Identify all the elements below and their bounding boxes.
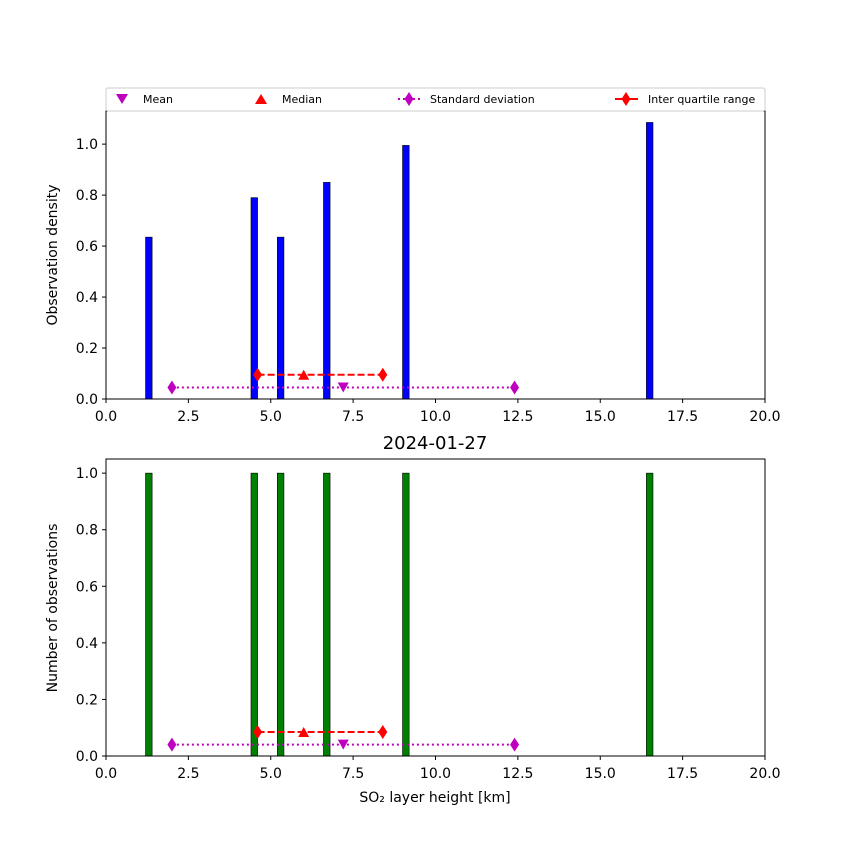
- density-ticks: 0.0 2.5 5.0 7.5 10.0 12.5 15.0 17.5 20.0 0.0 0.2 0.…: [76, 137, 781, 425]
- count-iqr-marker-0: [253, 724, 263, 739]
- density-x-tick-label-6: 15.0: [585, 409, 616, 425]
- count-x-tick-label-0: 0.0: [95, 766, 117, 782]
- count-y-tick-label-0: 0.0: [76, 749, 98, 765]
- std-marker-icon: [404, 92, 414, 106]
- count-x-tick-label-7: 17.5: [667, 766, 698, 782]
- count-y-tick-label-1: 0.2: [76, 692, 98, 708]
- count-bar-5: [646, 472, 654, 757]
- count-x-tick-label-6: 15.0: [585, 766, 616, 782]
- legend: Mean Median Standard deviation Inter qua…: [105, 87, 766, 112]
- count-x-tick-label-4: 10.0: [420, 766, 451, 782]
- density-x-tick-label-1: 2.5: [177, 409, 199, 425]
- density-mean-marker: [337, 382, 349, 393]
- count-panel: 2024-01-27 0.0 2.5 5.0 7.5 10.0 12.5 15.0 17.5 2…: [45, 433, 781, 806]
- count-y-axis-label: Number of observations: [45, 524, 61, 693]
- density-bar-1: [250, 197, 258, 400]
- legend-entry-median: Median: [255, 93, 322, 106]
- density-x-tick-label-8: 20.0: [749, 409, 780, 425]
- count-iqr-marker-1: [378, 724, 388, 739]
- count-std-marker-0: [167, 737, 177, 752]
- count-x-tick-label-2: 5.0: [260, 766, 282, 782]
- count-y-tick-label-2: 0.4: [76, 636, 98, 652]
- density-iqr-marker-1: [378, 367, 388, 382]
- density-bar-0: [145, 236, 153, 400]
- density-y-tick-label-3: 0.6: [76, 239, 98, 255]
- density-x-tick-label-7: 17.5: [667, 409, 698, 425]
- legend-frame: [105, 87, 766, 112]
- iqr-marker-icon: [621, 92, 631, 106]
- density-bar-3: [323, 182, 331, 400]
- count-std-marker-1: [510, 737, 520, 752]
- count-bar-4: [402, 472, 410, 757]
- mean-marker-icon: [116, 94, 128, 104]
- density-bar-5: [646, 122, 654, 400]
- legend-std-label: Standard deviation: [430, 93, 535, 106]
- count-panel-title: 2024-01-27: [383, 433, 488, 454]
- count-x-tick-label-5: 12.5: [502, 766, 533, 782]
- median-marker-icon: [255, 94, 267, 104]
- count-bar-0: [145, 472, 153, 757]
- density-y-tick-label-4: 0.8: [76, 188, 98, 204]
- density-bar-4: [402, 145, 410, 400]
- count-x-tick-label-1: 2.5: [177, 766, 199, 782]
- count-plot-area: [145, 472, 654, 757]
- count-y-tick-label-4: 0.8: [76, 523, 98, 539]
- legend-entry-std: Standard deviation: [398, 92, 535, 106]
- density-x-tick-label-4: 10.0: [420, 409, 451, 425]
- density-panel: 0.0 2.5 5.0 7.5 10.0 12.5 15.0 17.5 20.0 0.0 0.2 0.…: [45, 110, 781, 425]
- density-y-axis-label: Observation density: [45, 184, 61, 325]
- count-x-tick-label-8: 20.0: [749, 766, 780, 782]
- legend-entry-mean: Mean: [116, 93, 173, 106]
- count-x-tick-label-3: 7.5: [342, 766, 364, 782]
- count-y-tick-label-3: 0.6: [76, 579, 98, 595]
- density-y-tick-label-0: 0.0: [76, 392, 98, 408]
- count-mean-marker: [337, 739, 349, 750]
- density-x-tick-label-5: 12.5: [502, 409, 533, 425]
- density-y-tick-label-5: 1.0: [76, 137, 98, 153]
- legend-entry-iqr: Inter quartile range: [615, 92, 755, 106]
- count-median-marker: [298, 726, 310, 737]
- density-x-tick-label-3: 7.5: [342, 409, 364, 425]
- density-y-tick-label-2: 0.4: [76, 290, 98, 306]
- density-median-marker: [298, 369, 310, 380]
- count-y-tick-label-5: 1.0: [76, 466, 98, 482]
- density-std-marker-0: [167, 380, 177, 395]
- density-std-marker-1: [510, 380, 520, 395]
- count-x-axis-label: SO₂ layer height [km]: [359, 790, 510, 806]
- density-iqr-marker-0: [253, 367, 263, 382]
- count-bar-2: [277, 472, 285, 757]
- legend-median-label: Median: [282, 93, 322, 106]
- legend-iqr-label: Inter quartile range: [648, 93, 755, 106]
- count-bar-3: [323, 472, 331, 757]
- density-x-tick-label-0: 0.0: [95, 409, 117, 425]
- legend-mean-label: Mean: [143, 93, 173, 106]
- density-y-tick-label-1: 0.2: [76, 341, 98, 357]
- count-ticks: 0.0 2.5 5.0 7.5 10.0 12.5 15.0 17.5 20.0 0.0 0.2 0.…: [76, 466, 781, 782]
- count-bar-1: [250, 472, 258, 757]
- density-plot-area: [145, 122, 654, 400]
- density-x-tick-label-2: 5.0: [260, 409, 282, 425]
